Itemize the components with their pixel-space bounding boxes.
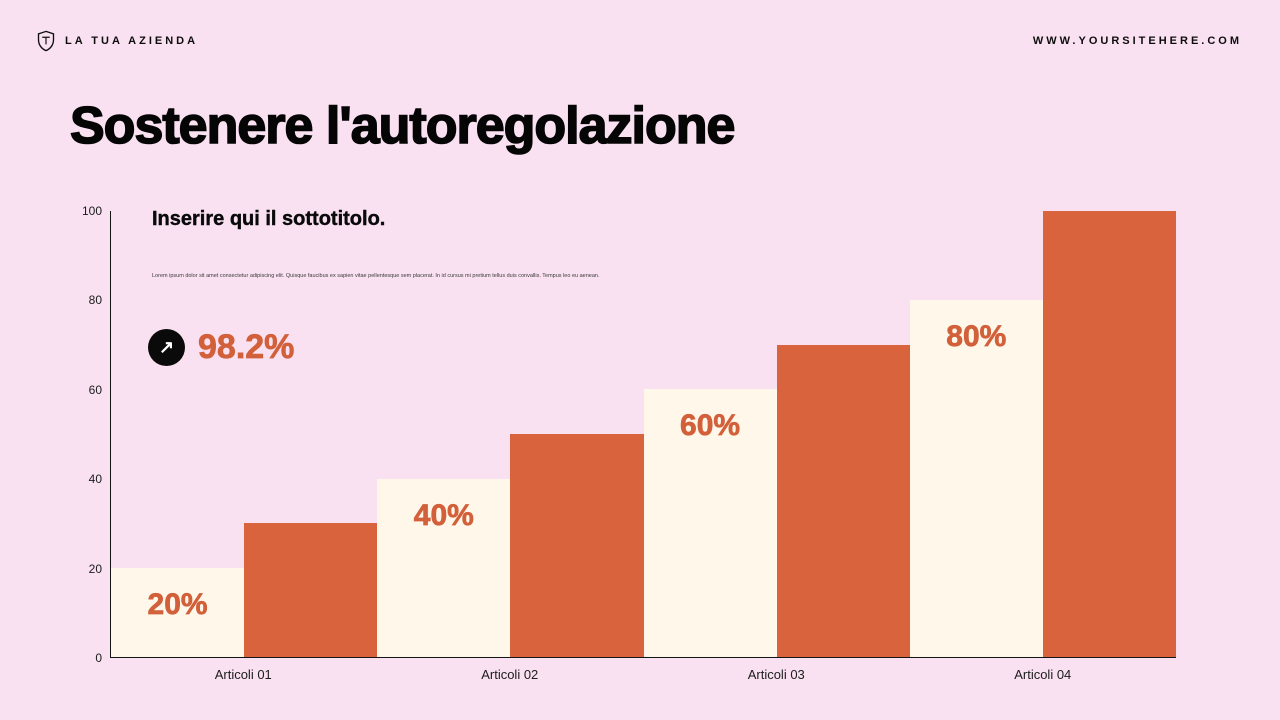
- stat-badge: ↗ 98.2%: [148, 328, 295, 367]
- bar-light: 40%: [377, 478, 511, 657]
- bar-value-label: 60%: [680, 409, 741, 443]
- header: LA TUA AZIENDA WWW.YOURSITEHERE.COM: [36, 30, 1242, 52]
- y-tick-label: 100: [81, 204, 102, 218]
- y-tick-label: 80: [88, 293, 102, 308]
- brand-name: LA TUA AZIENDA: [65, 35, 199, 47]
- website-url: WWW.YOURSITEHERE.COM: [1032, 35, 1242, 47]
- bar-light: 60%: [643, 389, 777, 657]
- brand: LA TUA AZIENDA: [36, 30, 198, 52]
- stat-value: 98.2%: [198, 328, 295, 367]
- bar-value-label: 20%: [147, 587, 208, 621]
- bar-light: 20%: [111, 567, 245, 657]
- x-axis-category-label: Articoli 02: [481, 667, 539, 682]
- bar-group: 40%: [377, 211, 644, 657]
- bar-orange: [244, 523, 378, 657]
- x-axis-category-label: Articoli 04: [1014, 667, 1072, 682]
- page-title: Sostenere l'autoregolazione: [69, 96, 736, 156]
- y-tick-label: 60: [88, 382, 102, 397]
- bar-chart-plot: 20% 40% 60% 80%: [110, 211, 1176, 658]
- bar-orange: [1042, 211, 1176, 657]
- bar-orange: [510, 434, 644, 657]
- y-tick-label: 20: [88, 561, 102, 576]
- bar-value-label: 80%: [946, 320, 1007, 354]
- bar-group: 80%: [909, 211, 1176, 657]
- x-axis-category-label: Articoli 01: [214, 667, 272, 682]
- bar-orange: [776, 344, 910, 657]
- bar-value-label: 40%: [413, 498, 474, 532]
- bar-light: 80%: [909, 300, 1043, 657]
- x-axis-category-label: Articoli 03: [747, 667, 805, 682]
- y-tick-label: 40: [88, 472, 102, 487]
- x-axis-labels: Articoli 01 Articoli 02 Articoli 03 Articol…: [110, 667, 1176, 682]
- shield-icon: [36, 30, 56, 52]
- y-tick-label: 0: [95, 651, 102, 665]
- y-axis-tick-labels: 0 20 40 60 80 100: [62, 204, 102, 665]
- bar-group: 60%: [643, 211, 910, 657]
- body-text: Lorem ipsum dolor sit amet consectetur a…: [152, 273, 600, 279]
- bar-group: 20%: [111, 211, 378, 657]
- arrow-up-right-icon: ↗: [148, 329, 185, 366]
- chart-subtitle: Inserire qui il sottotitolo.: [152, 208, 386, 230]
